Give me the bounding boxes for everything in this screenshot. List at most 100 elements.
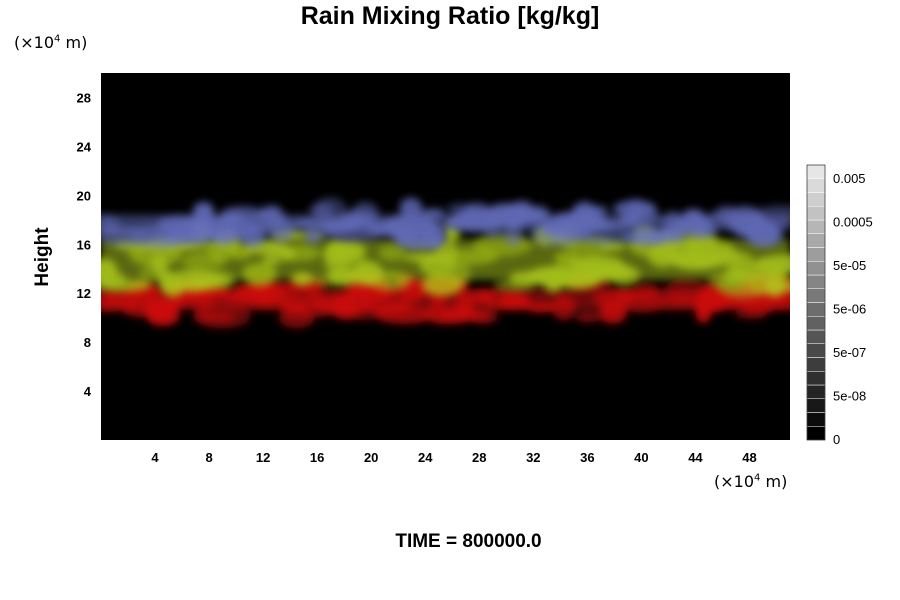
colorbar-swatch	[806, 247, 826, 262]
colorbar-swatch	[806, 233, 826, 248]
layer-blob	[483, 226, 503, 239]
layer-blob	[485, 300, 530, 310]
layer-blob	[450, 213, 473, 228]
layer-blob	[525, 303, 558, 313]
colorbar-swatch	[806, 343, 826, 358]
colorbar-swatch	[806, 329, 826, 344]
layer-blob	[101, 279, 152, 292]
time-label: TIME = 800000.0	[395, 531, 542, 552]
layer-blob	[293, 218, 323, 228]
layer-blob	[305, 285, 324, 305]
x-axis: 4 8 12 16 20 24 28 32 36 40 44 48	[151, 450, 756, 465]
layer-blob	[589, 218, 615, 233]
y-tick-label: 20	[77, 188, 91, 203]
layer-blob	[369, 270, 411, 291]
y-tick-label: 24	[77, 139, 92, 154]
x-axis-unit: (×104 m)	[714, 472, 788, 491]
x-tick-label: 16	[310, 450, 324, 465]
colorbar-swatch	[806, 206, 826, 221]
colorbar-frame	[806, 164, 826, 441]
layer-blob	[278, 307, 315, 329]
colorbar-swatch	[806, 316, 826, 331]
x-tick-label: 24	[418, 450, 433, 465]
layer-blob	[640, 205, 659, 226]
layer-blob	[304, 228, 323, 244]
layer-blob	[195, 227, 227, 240]
layer-blob	[598, 301, 627, 324]
layer-blob	[267, 217, 295, 243]
layer-blob	[223, 211, 244, 232]
layer-blob	[291, 271, 314, 286]
layer-blob	[232, 283, 280, 295]
layer-blob	[181, 252, 226, 270]
layer-blob	[101, 258, 118, 282]
colorbar-label: 0	[833, 432, 840, 447]
colorbar-swatch	[806, 302, 826, 317]
x-tick-label: 48	[742, 450, 756, 465]
layer-blob	[706, 207, 767, 226]
layer-blue	[101, 197, 790, 250]
layer-blob	[493, 280, 537, 291]
layer-blob	[262, 255, 282, 266]
layer-blob	[510, 200, 534, 220]
layer-blob	[542, 218, 582, 237]
layer-blob	[749, 277, 784, 296]
colorbar-swatch	[806, 426, 826, 441]
layer-blob	[735, 309, 767, 320]
layer-blob	[553, 257, 608, 279]
layer-blob	[450, 262, 471, 287]
colorbar-label: 0.005	[833, 171, 866, 186]
x-tick-label: 4	[151, 450, 159, 465]
y-axis-unit: (×104 m)	[14, 33, 88, 52]
layer-blob	[618, 213, 641, 227]
layer-blob	[103, 290, 139, 309]
layer-blob	[230, 246, 252, 260]
colorbar-swatch	[806, 412, 826, 427]
colorbar-swatch	[806, 219, 826, 234]
layer-blob	[502, 215, 524, 231]
data-layers	[101, 197, 790, 329]
colorbar-swatch	[806, 398, 826, 413]
layer-blob	[147, 296, 197, 306]
colorbar-label: 5e-05	[833, 258, 866, 273]
layer-blob	[664, 277, 707, 303]
colorbar-label: 5e-08	[833, 389, 866, 404]
layer-blob	[242, 262, 277, 287]
layer-blob	[684, 220, 718, 239]
layer-blob	[151, 222, 199, 246]
layer-blob	[191, 298, 213, 313]
layer-blob	[700, 251, 754, 264]
layer-blob	[326, 236, 344, 261]
layer-blob	[161, 275, 185, 298]
colorbar-swatch	[806, 371, 826, 386]
colorbar-swatch	[806, 164, 826, 179]
colorbar-swatch	[806, 274, 826, 289]
y-tick-label: 8	[84, 335, 91, 350]
layer-blob	[101, 227, 151, 236]
y-tick-label: 4	[84, 384, 92, 399]
layer-blob	[313, 197, 347, 223]
layer-blob	[571, 201, 597, 228]
layer-blob	[184, 215, 227, 224]
layer-blob	[266, 248, 289, 258]
layer-blob	[326, 267, 358, 285]
layer-blob	[636, 231, 685, 242]
y-tick-label: 28	[77, 90, 91, 105]
layer-blob	[455, 310, 492, 322]
colorbar-label: 0.0005	[833, 215, 873, 230]
x-tick-label: 40	[634, 450, 648, 465]
colorbar-swatch	[806, 261, 826, 276]
colorbar-swatch	[806, 384, 826, 399]
x-tick-label: 44	[688, 450, 703, 465]
colorbar-swatch	[806, 178, 826, 193]
layer-blob	[343, 308, 383, 321]
layer-blob	[443, 248, 499, 266]
layer-blob	[619, 291, 667, 313]
layer-blob	[574, 312, 602, 323]
y-axis: 4 8 12 16 20 24 28	[77, 90, 92, 399]
layer-blob	[343, 213, 372, 231]
chart-title: Rain Mixing Ratio [kg/kg]	[300, 2, 600, 30]
x-tick-label: 32	[526, 450, 540, 465]
colorbar-swatch	[806, 192, 826, 207]
layer-blob	[454, 290, 476, 315]
